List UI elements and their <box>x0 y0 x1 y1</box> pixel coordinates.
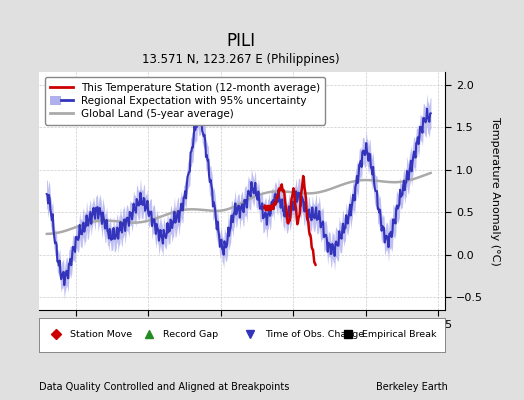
Text: Record Gap: Record Gap <box>163 330 219 339</box>
Text: Data Quality Controlled and Aligned at Breakpoints: Data Quality Controlled and Aligned at B… <box>39 382 290 392</box>
Text: Berkeley Earth: Berkeley Earth <box>376 382 448 392</box>
Legend: This Temperature Station (12-month average), Regional Expectation with 95% uncer: This Temperature Station (12-month avera… <box>45 77 325 124</box>
Y-axis label: Temperature Anomaly (°C): Temperature Anomaly (°C) <box>490 117 500 265</box>
Text: 13.571 N, 123.267 E (Philippines): 13.571 N, 123.267 E (Philippines) <box>142 53 340 66</box>
Text: Station Move: Station Move <box>70 330 132 339</box>
Text: Empirical Break: Empirical Break <box>362 330 436 339</box>
Text: Time of Obs. Change: Time of Obs. Change <box>265 330 364 339</box>
Text: PILI: PILI <box>226 32 256 50</box>
